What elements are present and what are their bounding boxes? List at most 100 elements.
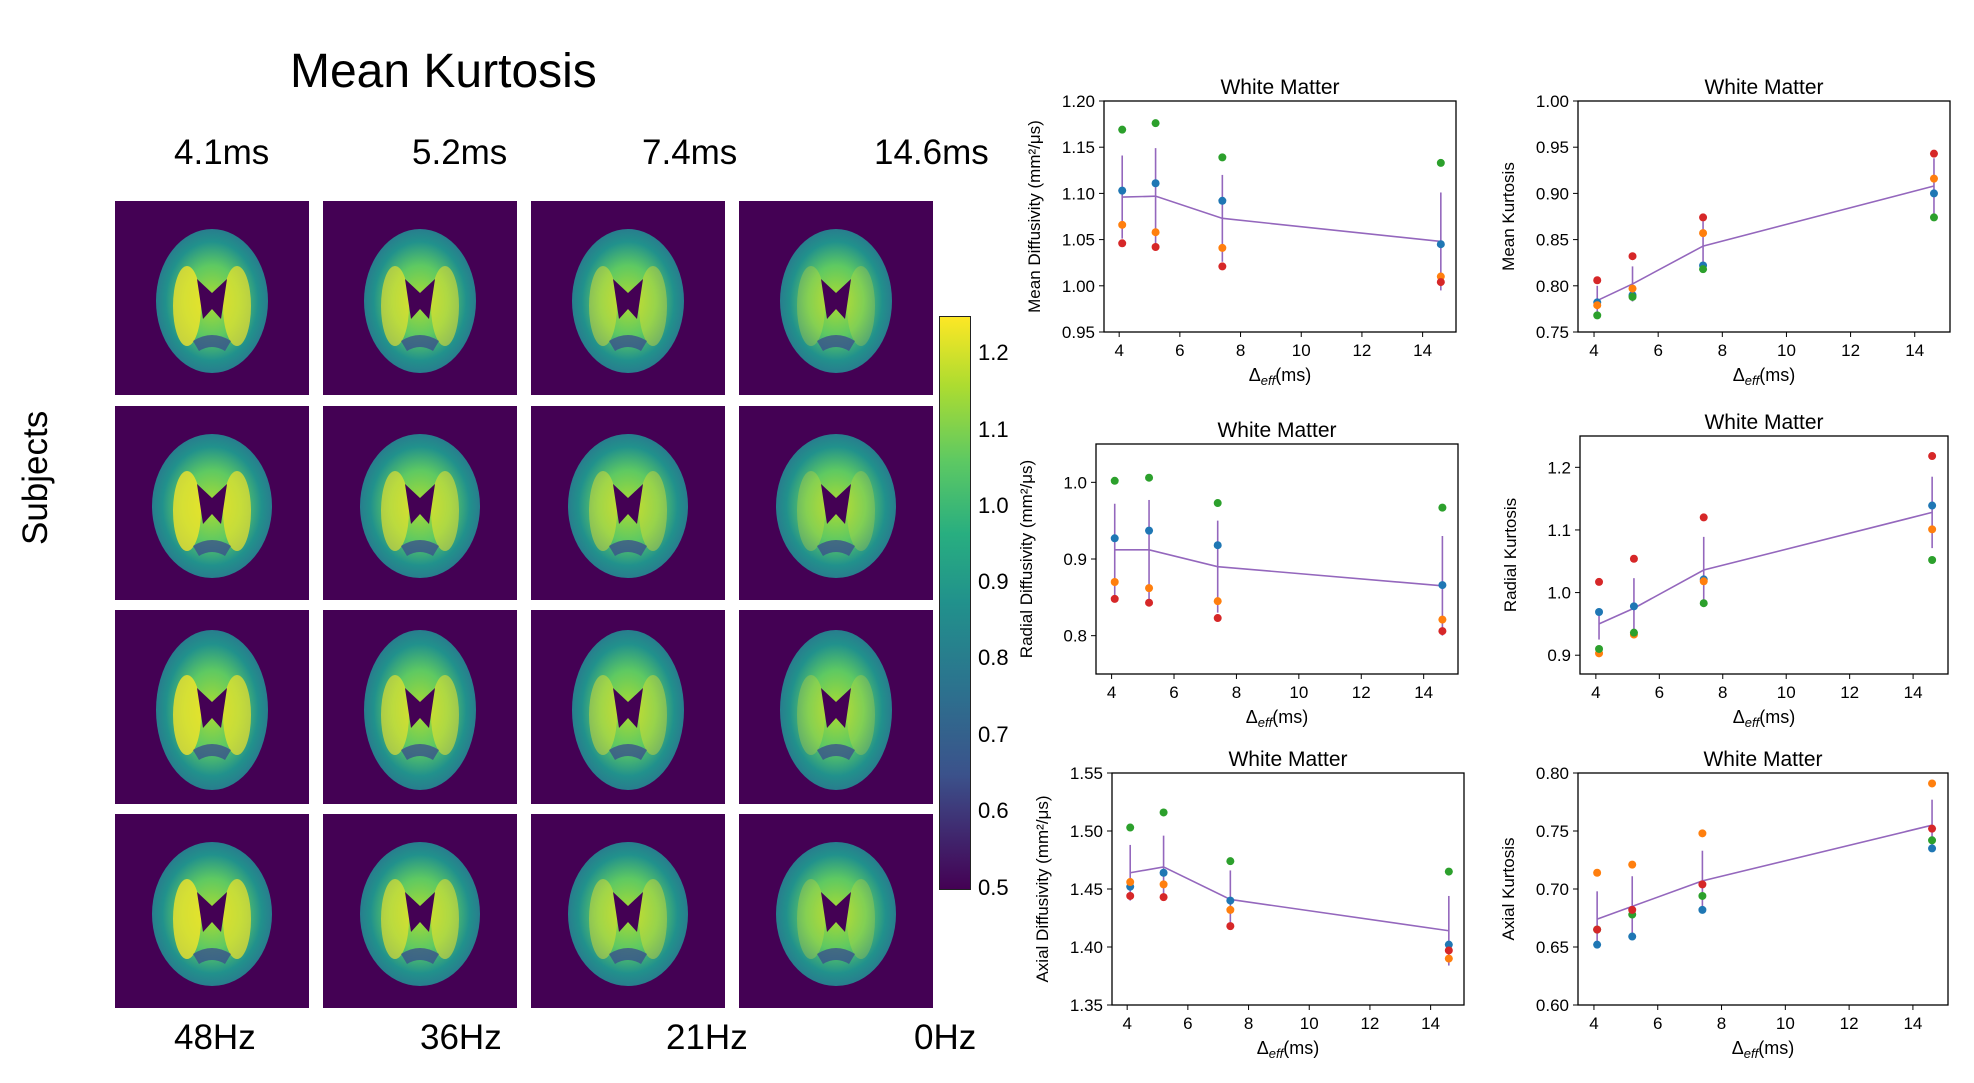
plot-title: White Matter: [1703, 748, 1822, 771]
kurtosis-map-tile: [323, 201, 517, 395]
y-tick-label: 1.40: [1070, 938, 1103, 957]
x-axis-label: Δeff(ms): [1733, 365, 1795, 388]
x-tick-label: 10: [1777, 683, 1796, 702]
colorbar-tick: 0.9: [978, 569, 1009, 594]
y-tick-label: 0.65: [1536, 938, 1569, 957]
data-point-green: [1151, 119, 1160, 128]
data-point-red: [1698, 880, 1707, 889]
plot-title: White Matter: [1220, 76, 1339, 99]
kurtosis-map-tile: [115, 814, 309, 1008]
data-point-orange: [1929, 174, 1938, 183]
data-point-blue: [1928, 501, 1937, 510]
y-axis-label: Axial Kurtosis: [1499, 838, 1518, 941]
x-tick-label: 6: [1169, 683, 1178, 702]
data-point-green: [1593, 311, 1602, 320]
data-point-red: [1110, 594, 1119, 603]
data-point-red: [1629, 554, 1638, 563]
y-tick-label: 0.90: [1536, 184, 1569, 203]
data-point-orange: [1151, 228, 1160, 237]
y-tick-label: 0.95: [1062, 323, 1095, 342]
x-tick-label: 12: [1840, 1014, 1859, 1033]
plot-title: White Matter: [1228, 748, 1347, 771]
data-point-green: [1226, 857, 1235, 866]
data-point-orange: [1928, 525, 1937, 534]
colorbar-tick: 1.2: [978, 340, 1009, 365]
y-tick-label: 1.00: [1062, 277, 1095, 296]
x-tick-label: 8: [1232, 683, 1241, 702]
figure-title: Mean Kurtosis: [290, 45, 597, 98]
x-tick-label: 4: [1114, 341, 1123, 360]
x-tick-label: 8: [1718, 341, 1727, 360]
data-point-blue: [1593, 940, 1602, 949]
kurtosis-map-tile: [323, 610, 517, 804]
x-tick-label: 12: [1360, 1014, 1379, 1033]
data-point-orange: [1218, 243, 1227, 252]
data-point-orange: [1699, 577, 1708, 586]
data-point-orange: [1226, 905, 1235, 914]
data-point-red: [1593, 925, 1602, 934]
x-tick-label: 12: [1352, 683, 1371, 702]
x-tick-label: 4: [1122, 1014, 1131, 1033]
x-tick-label: 12: [1840, 683, 1859, 702]
y-tick-label: 1.55: [1070, 764, 1103, 783]
mean-line: [1130, 866, 1449, 932]
y-tick-label: 1.0: [1547, 584, 1571, 603]
data-point-orange: [1159, 880, 1168, 889]
data-point-green: [1444, 867, 1453, 876]
data-point-red: [1628, 905, 1637, 914]
data-point-blue: [1145, 526, 1154, 535]
x-tick-label: 14: [1905, 341, 1924, 360]
kurtosis-map-tile: [739, 201, 933, 395]
data-point-green: [1118, 125, 1127, 134]
data-point-red: [1213, 614, 1222, 623]
y-tick-label: 0.70: [1536, 880, 1569, 899]
data-point-red: [1928, 824, 1937, 833]
data-point-orange: [1628, 284, 1637, 293]
kurtosis-map-tile: [739, 610, 933, 804]
data-point-orange: [1699, 229, 1708, 238]
data-point-orange: [1213, 597, 1222, 606]
y-tick-label: 1.05: [1062, 231, 1095, 250]
x-axis-label: Δeff(ms): [1733, 707, 1795, 730]
data-point-green: [1159, 808, 1168, 817]
x-axis-label: Δeff(ms): [1732, 1038, 1794, 1061]
kurtosis-map-tile: [739, 406, 933, 600]
x-tick-label: 6: [1655, 683, 1664, 702]
kurtosis-map-tile: [115, 610, 309, 804]
y-tick-label: 1.35: [1070, 996, 1103, 1015]
kurtosis-map-tile: [531, 201, 725, 395]
y-tick-label: 1.00: [1536, 92, 1569, 111]
data-point-blue: [1213, 541, 1222, 550]
x-tick-label: 14: [1421, 1014, 1440, 1033]
plot-frame: [1111, 772, 1465, 1006]
colorbar-tick: 0.7: [978, 722, 1009, 747]
data-point-red: [1159, 893, 1168, 902]
mean-line: [1596, 824, 1933, 920]
data-point-blue: [1928, 844, 1937, 853]
data-point-red: [1436, 278, 1445, 287]
data-point-blue: [1159, 868, 1168, 877]
data-point-blue: [1436, 240, 1445, 249]
data-point-blue: [1110, 534, 1119, 543]
data-point-green: [1438, 503, 1447, 512]
mean-line: [1122, 195, 1441, 243]
data-point-blue: [1118, 186, 1127, 195]
y-tick-label: 0.75: [1536, 323, 1569, 342]
y-tick-label: 1.1: [1547, 521, 1571, 540]
data-point-green: [1699, 599, 1708, 608]
y-tick-label: 1.10: [1062, 184, 1095, 203]
data-point-green: [1928, 836, 1937, 845]
x-tick-label: 8: [1717, 1014, 1726, 1033]
x-tick-label: 8: [1718, 683, 1727, 702]
colorbar-tick: 0.8: [978, 645, 1009, 670]
data-point-red: [1699, 213, 1708, 222]
x-axis-label: Δeff(ms): [1257, 1038, 1319, 1061]
data-point-orange: [1928, 779, 1937, 788]
data-point-red: [1438, 627, 1447, 636]
y-tick-label: 0.80: [1536, 277, 1569, 296]
data-point-green: [1213, 499, 1222, 508]
data-point-orange: [1436, 272, 1445, 281]
x-tick-label: 14: [1414, 683, 1433, 702]
plot-title: White Matter: [1704, 411, 1823, 434]
x-tick-label: 14: [1903, 1014, 1922, 1033]
